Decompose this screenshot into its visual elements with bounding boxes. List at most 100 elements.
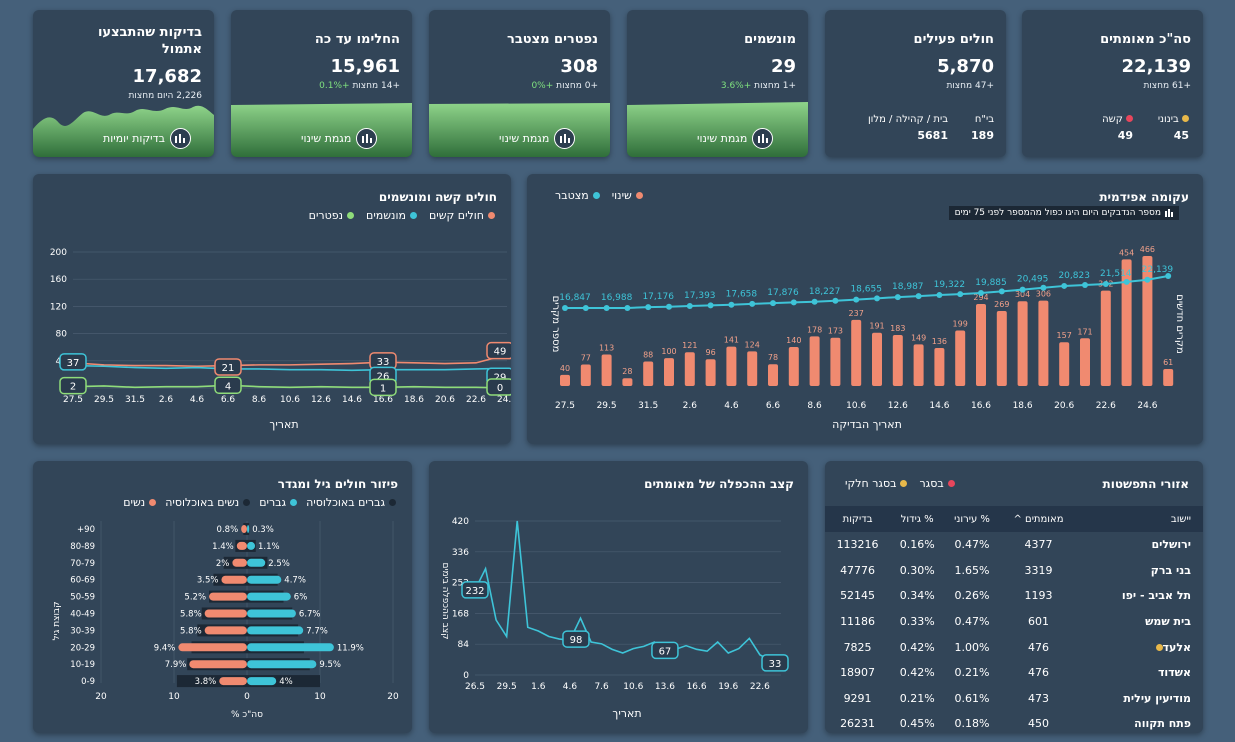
legend-item-severe[interactable]: חולים קשים [429,209,495,222]
mid-label-box [369,378,397,397]
stat-change: +3.6% [720,81,752,91]
epi-legend: שינוי מצטבר [555,189,643,202]
severe-label: קשה [1102,114,1123,125]
bar-value-label: 178 [807,325,822,334]
tests-cell: 9291 [843,691,872,705]
legend-dot [488,212,495,219]
trend-button-label: מגמת שינוי [499,131,550,145]
cumulative-label: 17,393 [684,291,716,301]
urban-pct-cell: 1.00% [954,640,990,654]
y-tick-label: 168 [452,609,469,619]
bar-value-label: 100 [661,347,676,356]
bar-value-label: 28 [622,367,632,376]
legend-item-deceased[interactable]: נפטרים [309,209,355,222]
legend-item-men-population[interactable]: גברים באוכלוסיה [306,496,396,509]
x-tick-label: 31.5 [125,395,145,405]
table-row[interactable]: תל אביב - יפו 1193 0.26% 0.34% 52145 [825,583,1203,609]
legend-item-women[interactable]: נשים [123,496,157,509]
table-row[interactable]: מודיעין עילית 473 0.61% 0.21% 9291 [825,686,1203,712]
legend-item-women-population[interactable]: נשים באוכלוסיה [165,496,251,509]
city-name-cell: אלעד [1077,634,1203,660]
growth-pct-cell: 0.34% [899,589,935,603]
cities-table-wrap[interactable]: יישוב מאומתים ^ % עירוני % גידול בדיקות … [825,506,1203,733]
men-value-label: 4% [279,677,293,687]
x-tick-label: 10.6 [280,395,300,405]
x-tick-label: 22.6 [466,395,486,405]
table-row[interactable]: אלעד 476 1.00% 0.42% 7825 [825,634,1203,660]
bar-value-label: 121 [682,341,697,350]
table-row[interactable]: ירושלים 4377 0.47% 0.16% 113216 [825,532,1203,558]
cumulative-label: 16,847 [559,293,591,303]
legend-item-cumulative[interactable]: מצטבר [555,189,600,202]
col-header-tests[interactable]: בדיקות [825,506,891,532]
men-value-label: 0.3% [252,525,274,535]
stat-card-deceased[interactable]: נפטרים מצטבר 308 +0 מחצות +0% מגמת שינוי [429,10,610,157]
x-tick-label: 4.6 [724,401,739,411]
legend-label: מונשמים [366,209,406,222]
stat-card-recovered[interactable]: החלימו עד כה 15,961 +14 מחצות +0.1% מגמת… [231,10,412,157]
cumulative-point [603,304,610,311]
men-bar [247,525,250,533]
cumulative-point [936,292,943,299]
legend-label: חולים קשים [428,209,484,222]
women-value-label: 5.8% [180,626,202,636]
table-row[interactable]: אשדוד 476 0.21% 0.42% 18907 [825,660,1203,686]
panel-title: חולים קשה ומונשמים [378,190,497,204]
table-header-row: יישוב מאומתים ^ % עירוני % גידול בדיקות [825,506,1203,532]
col-header-confirmed[interactable]: מאומתים ^ [999,506,1078,532]
legend-label: בסגר חלקי [845,477,897,490]
cumulative-point [978,290,984,297]
stat-title: סה"כ מאומתים [1100,32,1191,47]
table-row[interactable]: בית שמש 601 0.47% 0.33% 11186 [825,609,1203,635]
stat-title-line1: בדיקות שהתבצעו [97,25,202,40]
table-row[interactable]: בני ברק 3319 1.65% 0.30% 47776 [825,558,1203,584]
stat-title: נפטרים מצטבר [507,32,598,47]
x-tick-label: 29.5 [94,395,114,405]
table-row[interactable]: פתח תקווה 450 0.18% 0.45% 26231 [825,711,1203,733]
stat-card-active[interactable]: חולים פעילים 5,870 +47 מחצות בי"ח 189 בי… [825,10,1006,157]
col-header-urban-pct[interactable]: % עירוני [944,506,1000,532]
bar-value-label: 96 [706,348,716,357]
col-header-growth-pct[interactable]: % גידול [890,506,945,532]
stat-card-confirmed[interactable]: סה"כ מאומתים 22,139 +61 מחצות בינוני 45 … [1022,10,1203,157]
cumulative-point [707,302,714,309]
callout-start-box [461,581,489,599]
x-tick-label: 29.5 [497,682,517,692]
col-header-city[interactable]: יישוב [1077,506,1203,532]
women-bar [232,558,247,567]
stat-card-tests[interactable]: בדיקות שהתבצעו אתמול 17,682 2,226 היום מח… [33,10,214,157]
legend-item-men[interactable]: גברים [259,496,298,509]
x-tick-label: 6.6 [766,401,781,411]
legend-dot [389,499,396,506]
x-tick-label: 31.5 [638,401,658,411]
x-tick-label: 20.6 [1054,401,1074,411]
bar [1100,290,1111,386]
urban-pct-cell: 0.61% [954,691,990,705]
legend-item-change[interactable]: שינוי [612,189,643,202]
trend-button[interactable]: מגמת שינוי [697,127,774,149]
cumulative-point [1061,282,1068,289]
bar-value-label: 88 [643,350,653,359]
legend-item-partial-lockdown[interactable]: בסגר חלקי [845,477,908,490]
mid-label: 4 [225,381,231,392]
legend-item-ventilated[interactable]: מונשמים [366,209,417,222]
x-tick-label: 10 [314,692,326,702]
bar-value-label: 173 [828,327,843,336]
stat-card-ventilated[interactable]: מונשמים 29 +1 מחצות +3.6% מגמת שינוי [627,10,808,157]
stat-value: 29 [770,56,796,77]
bar [1017,301,1028,386]
bar [1080,338,1090,386]
legend-item-lockdown[interactable]: בסגר [919,477,955,490]
y-tick-label: 420 [452,517,469,527]
stat-sub-text: +1 מחצות [754,81,796,91]
age-group-label: +90 [77,525,95,535]
epidemic-chart: מספר מקרים מקרים חדשים תאריך הבדיקה 40 77… [550,245,1185,431]
legend-dot [635,192,643,199]
trend-button[interactable]: מגמת שינוי [301,127,378,149]
bar [1121,259,1132,386]
y-axis-label-right: מקרים חדשים [1174,294,1185,354]
daily-tests-button[interactable]: בדיקות יומיות [103,127,191,149]
legend-dot [149,499,157,506]
trend-button[interactable]: מגמת שינוי [499,127,576,149]
confirmed-cell: 4377 [1024,538,1053,552]
